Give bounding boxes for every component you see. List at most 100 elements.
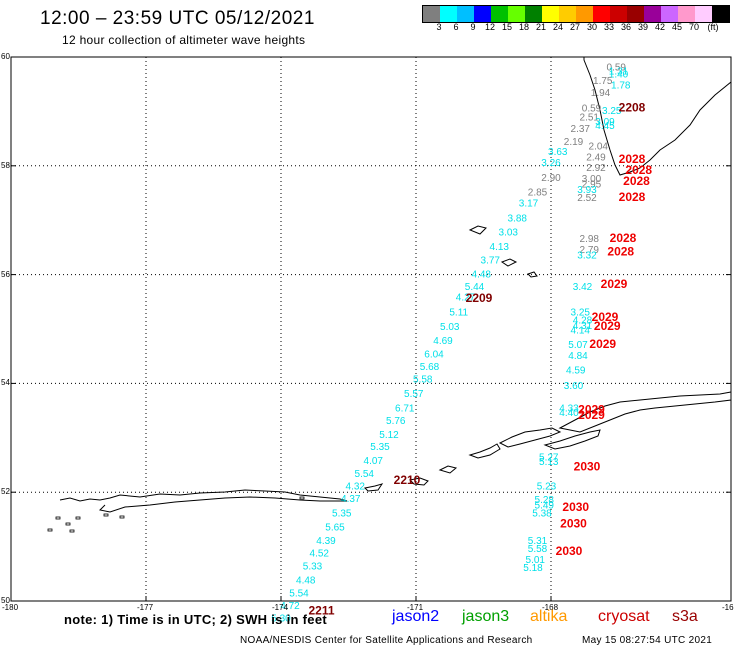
colorbar-swatch <box>457 6 474 22</box>
swh-value: 3.88 <box>508 213 528 224</box>
swh-value: 1.94 <box>591 88 611 99</box>
time-stamp: 2209 <box>466 291 493 305</box>
swh-value: 2.49 <box>586 152 606 163</box>
swh-value: 5.76 <box>386 416 406 427</box>
colorbar-swatch <box>627 6 644 22</box>
swh-value: 4.48 <box>472 269 492 280</box>
swh-value: 3.42 <box>573 282 593 293</box>
swh-value: 5.35 <box>370 442 390 453</box>
colorbar-label: 42 <box>654 22 666 32</box>
colorbar-label: 18 <box>518 22 530 32</box>
swh-value: 3.77 <box>481 256 501 267</box>
lat-tick-label: 52 <box>1 487 10 497</box>
time-stamp: 2028 <box>607 245 634 259</box>
swh-value: 5.12 <box>379 430 399 441</box>
swh-value: 5.54 <box>355 469 375 480</box>
swh-value: 5.11 <box>449 307 468 318</box>
swh-value: 2.90 <box>541 173 561 184</box>
colorbar-label: 9 <box>470 22 476 32</box>
time-stamp: 2210 <box>394 473 421 487</box>
generated-time: May 15 08:27:54 UTC 2021 <box>582 635 713 646</box>
coastline <box>558 391 732 433</box>
island <box>299 496 305 500</box>
lon-tick-label: -180 <box>2 603 19 612</box>
map-frame <box>10 56 732 602</box>
coastline <box>408 477 429 486</box>
colorbar-swatch <box>576 6 593 22</box>
coastline <box>583 56 732 176</box>
swh-value: 5.65 <box>325 522 345 533</box>
swh-value: 2.19 <box>564 137 584 148</box>
swh-value: 4.37 <box>341 494 361 505</box>
colorbar-swatch <box>610 6 627 22</box>
swh-value: 3.60 <box>564 381 584 392</box>
swh-value: 4.31 <box>573 321 593 332</box>
swh-value: 5.18 <box>523 563 543 574</box>
swh-value: 2.85 <box>528 188 548 199</box>
coastline <box>468 443 501 459</box>
colorbar-swatch <box>542 6 559 22</box>
colorbar-swatch <box>508 6 525 22</box>
island <box>69 529 75 533</box>
island <box>103 513 109 517</box>
swh-value: 5.30 <box>271 614 291 625</box>
swh-value: 4.48 <box>296 576 316 587</box>
colorbar-label: 33 <box>603 22 615 32</box>
legend-s3a: s3a <box>672 608 698 625</box>
time-stamp: 2028 <box>610 231 637 245</box>
coastline <box>543 429 601 450</box>
legend-jason3: jason3 <box>462 608 510 625</box>
colorbar-unit: (ft) <box>707 22 719 32</box>
legend-cryosat: cryosat <box>598 608 650 625</box>
swh-value: 5.31 <box>528 536 548 547</box>
swh-value: 5.54 <box>289 589 309 600</box>
legend-altika: altika <box>530 608 568 625</box>
swh-value: 3.32 <box>577 250 597 261</box>
colorbar-swatch <box>661 6 678 22</box>
swh-value: 4.32 <box>346 481 366 492</box>
colorbar-swatch <box>525 6 542 22</box>
lon-tick-label: -174 <box>272 603 289 612</box>
lat-tick-label: 56 <box>1 269 10 279</box>
swh-value: 5.68 <box>420 362 440 373</box>
colorbar-label: 36 <box>620 22 632 32</box>
swh-value: 4.07 <box>364 456 384 467</box>
swh-value: 2.98 <box>580 234 600 245</box>
coastline <box>498 427 562 448</box>
colorbar-label: 21 <box>535 22 547 32</box>
colorbar-label: 12 <box>484 22 496 32</box>
colorbar-swatch <box>559 6 576 22</box>
time-stamp: 2029 <box>589 337 616 351</box>
swh-value: 5.07 <box>568 340 588 351</box>
time-stamp: 2028 <box>619 152 646 166</box>
swh-value: 5.33 <box>303 561 323 572</box>
units-note: note: 1) Time is in UTC; 2) SWH is in fe… <box>64 612 327 627</box>
island <box>75 516 81 520</box>
swh-value: 3.17 <box>519 199 539 210</box>
swh-value: 2.37 <box>571 124 591 135</box>
time-stamp: 2029 <box>601 277 628 291</box>
swh-value: 4.69 <box>433 336 453 347</box>
time-stamp: 2211 <box>308 604 334 618</box>
swh-value: 0.59 <box>582 103 602 114</box>
coastline <box>438 465 458 474</box>
time-stamp: 2029 <box>592 310 619 324</box>
time-stamp: 2208 <box>619 100 646 114</box>
time-stamp: 2030 <box>574 459 601 473</box>
island <box>65 522 71 526</box>
colorbar-label: 3 <box>436 22 442 32</box>
swh-value: 5.57 <box>404 389 424 400</box>
swh-value: 5.01 <box>526 555 546 566</box>
colorbar-swatch <box>423 6 440 22</box>
swh-value: 5.35 <box>332 509 352 520</box>
swh-value: 4.27 <box>456 293 476 304</box>
colorbar-swatch <box>593 6 610 22</box>
swh-value: 4.13 <box>490 242 510 253</box>
colorbar-swatch <box>678 6 695 22</box>
swh-value: 4.33 <box>559 404 579 415</box>
swh-value: 5.23 <box>537 481 557 492</box>
swh-value: 6.04 <box>424 349 444 360</box>
swh-value: 3.09 <box>595 117 615 128</box>
coastline <box>468 225 487 235</box>
